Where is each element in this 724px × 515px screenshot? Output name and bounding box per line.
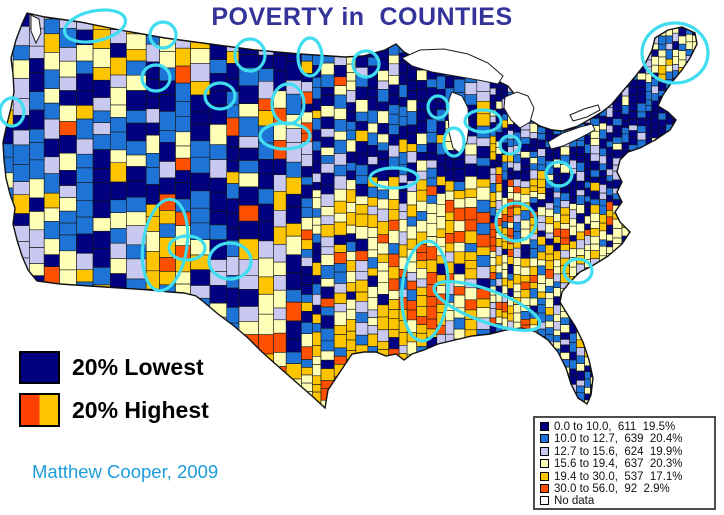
lowest-20-label: 20% Lowest bbox=[72, 354, 204, 380]
legend-swatch bbox=[540, 483, 549, 493]
highlight-ellipse-idaho-montana bbox=[140, 63, 172, 93]
highlight-ellipse-south-carolina-coast bbox=[562, 257, 594, 285]
highlight-ellipse-eastern-kentucky bbox=[494, 201, 538, 243]
highlight-ellipse-north-idaho bbox=[148, 20, 178, 50]
legend-swatch bbox=[540, 446, 549, 456]
highlight-ellipse-pine-ridge-dakotas bbox=[258, 121, 312, 151]
great-lakes bbox=[30, 14, 601, 155]
highlight-ellipse-navajo-hopi-arizona bbox=[140, 197, 190, 293]
highlight-ellipse-lake-michigan-shore bbox=[442, 126, 466, 158]
legend-label: 10.0 to 12.7, 639 20.4% bbox=[554, 433, 683, 446]
class-legend-box: 0.0 to 10.0, 611 19.5% 10.0 to 12.7, 639 … bbox=[533, 416, 716, 510]
legend-label: No data bbox=[554, 495, 595, 508]
lake-ontario bbox=[569, 104, 601, 122]
highlight-ellipse-menominee-wisconsin bbox=[426, 94, 450, 120]
legend-swatch bbox=[540, 471, 549, 481]
legend-swatch bbox=[540, 459, 549, 469]
highlight-ellipse-ohio bbox=[544, 160, 574, 188]
page-title: POVERTY in COUNTIES bbox=[211, 3, 513, 31]
legend-row: 30.0 to 56.0, 92 2.9% bbox=[540, 483, 710, 495]
highlight-ellipse-eastern-nd-minnesota bbox=[351, 49, 381, 79]
highlight-ellipse-upper-michigan bbox=[463, 108, 503, 134]
highlight-ellipse-central-montana bbox=[203, 81, 237, 111]
highest-20-label: 20% Highest bbox=[72, 397, 209, 423]
highlight-ellipse-west-new-mexico bbox=[167, 234, 207, 262]
highlight-ellipse-north-dakota bbox=[296, 36, 324, 78]
legend-row: 10.0 to 12.7, 639 20.4% bbox=[540, 433, 710, 445]
highlight-ellipse-maine bbox=[640, 21, 710, 85]
legend-label: 0.0 to 10.0, 611 19.5% bbox=[554, 421, 676, 433]
legend-row: 12.7 to 15.6, 624 19.9% bbox=[540, 446, 710, 458]
highlight-ellipse-missouri-ozarks bbox=[368, 166, 420, 190]
puget-sound bbox=[30, 14, 42, 45]
highlight-ellipse-northeast-montana bbox=[233, 37, 267, 73]
lake-erie bbox=[547, 123, 596, 150]
lowest-20-swatch bbox=[19, 351, 60, 384]
highlight-ellipses bbox=[0, 8, 710, 343]
highest-20-swatch bbox=[19, 393, 60, 427]
lake-superior bbox=[401, 48, 504, 85]
highlight-ellipse-california-coast bbox=[0, 96, 26, 128]
legend-label: 30.0 to 56.0, 92 2.9% bbox=[554, 482, 670, 495]
highlight-ellipse-mississippi-delta bbox=[400, 239, 450, 343]
attribution: Matthew Cooper, 2009 bbox=[32, 461, 219, 482]
legend-swatch bbox=[540, 422, 549, 431]
highlight-ellipse-alabama-black-belt bbox=[432, 280, 542, 332]
legend-label: 12.7 to 15.6, 624 19.9% bbox=[554, 445, 683, 458]
highlight-ellipse-east-new-mexico bbox=[207, 241, 253, 281]
highlight-ellipse-northwest-washington bbox=[62, 8, 128, 44]
legend-row: 19.4 to 30.0, 537 17.1% bbox=[540, 471, 710, 483]
legend-label: 15.6 to 19.4, 637 20.3% bbox=[554, 458, 683, 471]
highlight-ellipse-northeast-michigan bbox=[498, 134, 522, 156]
legend-row: 0.0 to 10.0, 611 19.5% bbox=[540, 421, 710, 433]
legend-row: 15.6 to 19.4, 637 20.3% bbox=[540, 458, 710, 470]
legend-swatch bbox=[540, 496, 549, 506]
legend-label: 19.4 to 30.0, 537 17.1% bbox=[554, 470, 683, 483]
lake-huron bbox=[503, 91, 535, 129]
legend-swatch bbox=[540, 434, 549, 444]
legend-row: No data bbox=[540, 495, 710, 507]
